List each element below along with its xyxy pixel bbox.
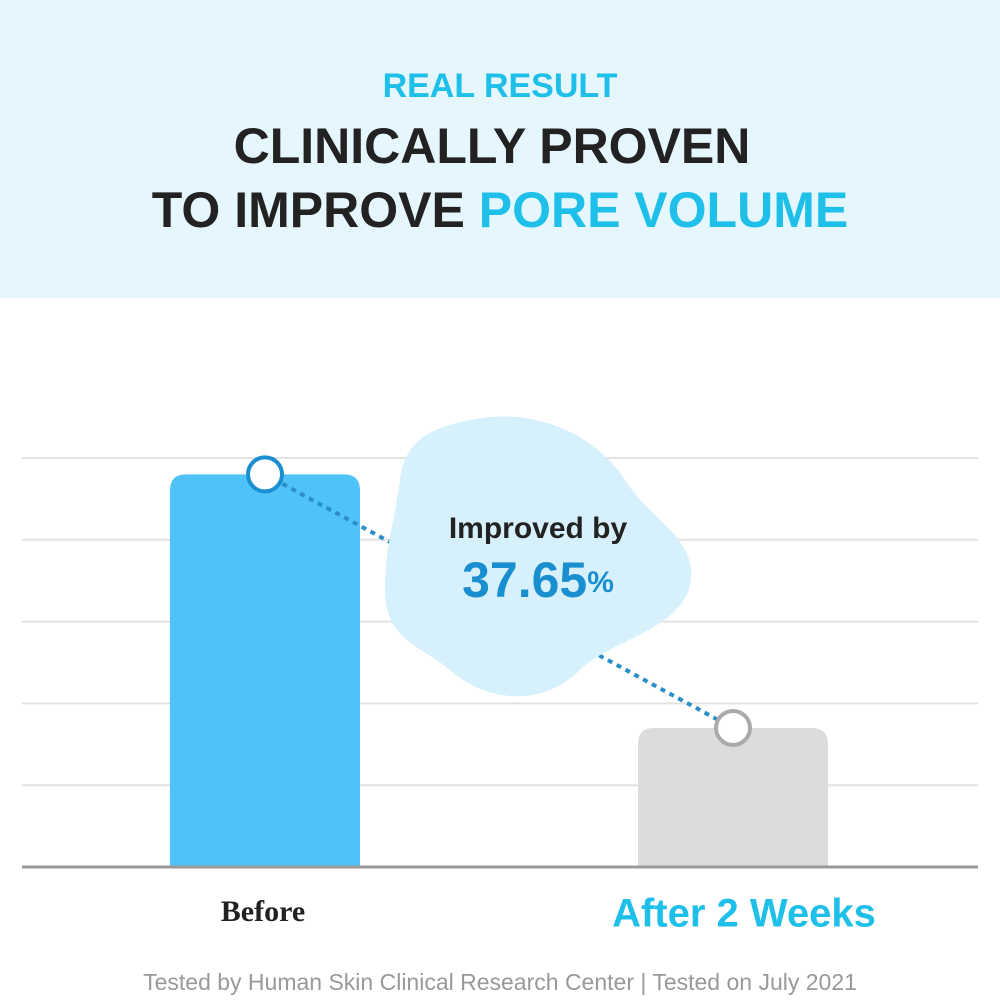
callout-value: 37.65% <box>462 552 614 608</box>
callout-unit: % <box>587 566 614 599</box>
header-background <box>0 0 1000 298</box>
value-dot <box>246 455 284 494</box>
kicker: REAL RESULT <box>383 67 618 105</box>
title-part: TO IMPROVE <box>152 182 465 238</box>
dots <box>246 455 752 747</box>
bar <box>638 727 828 867</box>
callout-number: 37.65 <box>462 552 587 608</box>
bars <box>170 474 828 867</box>
category-label: Before <box>221 895 305 928</box>
value-dot <box>714 708 752 747</box>
connector-line <box>264 472 734 730</box>
title-line: TO IMPROVE PORE VOLUME <box>152 182 848 238</box>
footnote: Tested by Human Skin Clinical Research C… <box>143 969 857 995</box>
category-label: After 2 Weeks <box>612 892 876 936</box>
title-highlight: PORE VOLUME <box>479 182 848 238</box>
bar <box>170 474 360 867</box>
title-line: CLINICALLY PROVEN <box>234 118 751 174</box>
callout-text: Improved by <box>449 512 628 545</box>
callout-blob <box>385 416 692 697</box>
